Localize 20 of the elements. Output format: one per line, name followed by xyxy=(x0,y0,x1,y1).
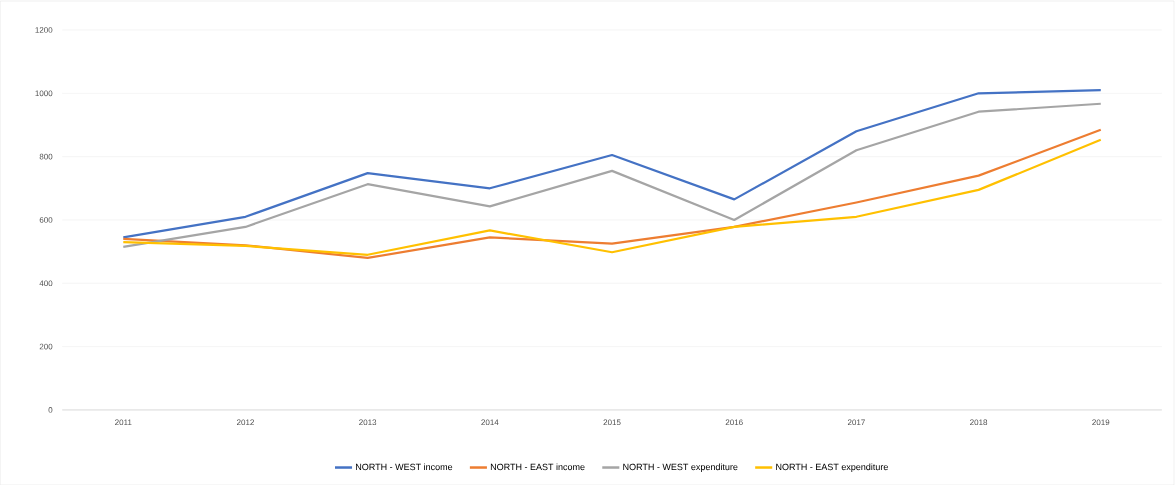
x-tick-label: 2019 xyxy=(1092,419,1110,426)
x-tick-label: 2018 xyxy=(970,419,988,426)
legend-label: NORTH - WEST expenditure xyxy=(623,463,738,472)
y-tick-label: 600 xyxy=(39,217,53,223)
x-tick-label: 2017 xyxy=(847,419,865,426)
x-tick-label: 2011 xyxy=(115,419,132,426)
x-tick-label: 2014 xyxy=(481,419,499,426)
legend-label: NORTH - EAST expenditure xyxy=(776,463,888,472)
y-tick-label: 1000 xyxy=(35,90,53,97)
x-tick-label: 2013 xyxy=(359,419,377,426)
x-tick-label: 2016 xyxy=(725,419,743,426)
y-tick-label: 400 xyxy=(39,280,53,287)
legend-label: NORTH - WEST income xyxy=(356,463,453,471)
x-tick-label: 2012 xyxy=(236,419,254,426)
y-tick-label: 0 xyxy=(48,407,53,413)
y-tick-label: 800 xyxy=(39,153,53,160)
x-tick-label: 2015 xyxy=(603,419,621,426)
y-tick-label: 1200 xyxy=(35,27,53,33)
legend-label: NORTH - EAST income xyxy=(490,463,585,471)
y-tick-label: 200 xyxy=(39,343,53,350)
